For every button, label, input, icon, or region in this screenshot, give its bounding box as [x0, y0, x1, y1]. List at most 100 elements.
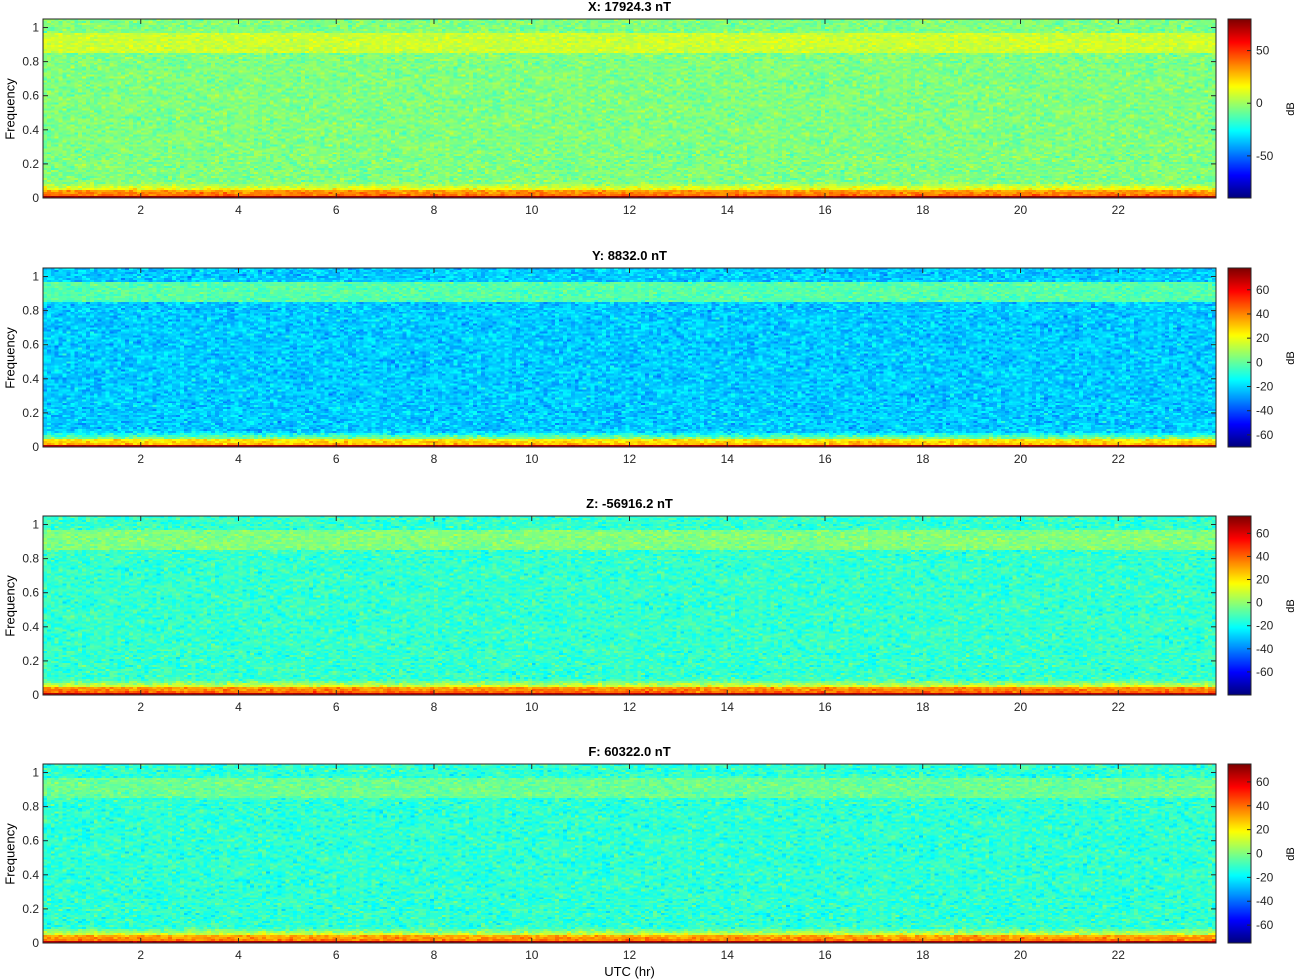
colorbar-tick-label: 60	[1256, 283, 1270, 297]
x-tick-label: 4	[235, 948, 242, 962]
colorbar-frame	[1227, 267, 1252, 448]
x-tick-label: 8	[431, 700, 438, 714]
y-tick-label: 0.4	[22, 868, 39, 882]
panel-title: X: 17924.3 nT	[587, 0, 672, 14]
x-tick-label: 16	[818, 700, 832, 714]
x-tick-label: 8	[431, 948, 438, 962]
x-tick-label: 10	[525, 700, 539, 714]
colorbar-tick-label: -60	[1256, 428, 1274, 442]
colorbar-tick-label: 50	[1256, 44, 1270, 58]
spectrogram-image	[43, 268, 1216, 447]
colorbar-tick-label: -40	[1256, 894, 1274, 908]
colorbar-tick-label: 0	[1256, 96, 1263, 110]
colorbar-tick-label: -40	[1256, 642, 1274, 656]
y-tick-label: 1	[32, 766, 39, 780]
colorbar-tick-label: 60	[1256, 526, 1270, 540]
x-tick-label: 22	[1112, 203, 1126, 217]
colorbar-tick-label: -20	[1256, 870, 1274, 884]
colorbar	[1228, 764, 1251, 943]
colorbar-tick-label: 40	[1256, 307, 1270, 321]
x-tick-label: 12	[623, 452, 637, 466]
y-tick-label: 0.2	[22, 902, 39, 916]
x-tick-label: 2	[137, 948, 144, 962]
x-tick-label: 12	[623, 203, 637, 217]
x-tick-label: 18	[916, 700, 930, 714]
spectrogram-panel-0: 2 4 6 8 10 12 14 16 18 20 22 0 0.2 0.4 0.6 0.8 1 -50 0 50	[22, 18, 1274, 217]
colorbar	[1228, 19, 1251, 198]
y-tick-label: 1	[32, 518, 39, 532]
x-tick-label: 16	[818, 948, 832, 962]
colorbar-tick-label: 0	[1256, 596, 1263, 610]
x-tick-label: 20	[1014, 452, 1028, 466]
colorbar-tick-label: -60	[1256, 665, 1274, 679]
colorbar-label: dB	[1285, 598, 1297, 613]
x-tick-label: 16	[818, 203, 832, 217]
colorbar-tick-label: -40	[1256, 404, 1274, 418]
colorbar	[1228, 268, 1251, 447]
colorbar-tick-label: 20	[1256, 573, 1270, 587]
x-tick-label: 14	[721, 203, 735, 217]
y-tick-label: 0.4	[22, 123, 39, 137]
spectrogram-panel-1: 2 4 6 8 10 12 14 16 18 20 22 0 0.2 0.4 0.6 0.8 1 -60 -40 -2…	[22, 267, 1274, 466]
x-tick-label: 4	[235, 700, 242, 714]
colorbar-label: dB	[1285, 101, 1297, 116]
y-tick-label: 0.6	[22, 338, 39, 352]
y-tick-label: 0.8	[22, 55, 39, 69]
y-tick-label: 0	[32, 936, 39, 950]
x-tick-label: 22	[1112, 452, 1126, 466]
x-tick-label: 8	[431, 452, 438, 466]
y-tick-label: 0.8	[22, 304, 39, 318]
colorbar-tick-label: 60	[1256, 775, 1270, 789]
y-axis-label: Frequency	[2, 326, 18, 389]
x-tick-label: 20	[1014, 203, 1028, 217]
colorbar-tick-label: 40	[1256, 549, 1270, 563]
x-tick-label: 18	[916, 452, 930, 466]
y-tick-label: 0.2	[22, 157, 39, 171]
x-tick-label: 10	[525, 203, 539, 217]
x-tick-label: 4	[235, 452, 242, 466]
colorbar-tick-label: 0	[1256, 355, 1263, 369]
panel-title: Z: -56916.2 nT	[586, 496, 673, 511]
spectrogram-panel-3: 2 4 6 8 10 12 14 16 18 20 22 0 0.2 0.4 0.6 0.8 1 -60 -40 -2…	[22, 763, 1274, 962]
colorbar-tick-label: -50	[1256, 149, 1274, 163]
y-tick-label: 1	[32, 21, 39, 35]
y-tick-label: 0.2	[22, 654, 39, 668]
y-tick-label: 0.6	[22, 89, 39, 103]
x-tick-label: 6	[333, 700, 340, 714]
x-tick-label: 10	[525, 948, 539, 962]
colorbar	[1228, 516, 1251, 695]
colorbar-tick-label: 40	[1256, 799, 1270, 813]
x-tick-label: 20	[1014, 948, 1028, 962]
x-tick-label: 14	[721, 452, 735, 466]
x-tick-label: 6	[333, 452, 340, 466]
y-tick-label: 0	[32, 688, 39, 702]
x-tick-label: 22	[1112, 948, 1126, 962]
spectrogram-image	[43, 764, 1216, 943]
colorbar-tick-label: -20	[1256, 380, 1274, 394]
x-tick-label: 6	[333, 948, 340, 962]
y-tick-label: 0.6	[22, 834, 39, 848]
colorbar-label: dB	[1285, 350, 1297, 365]
x-tick-label: 12	[623, 948, 637, 962]
x-tick-label: 22	[1112, 700, 1126, 714]
colorbar-tick-label: 20	[1256, 823, 1270, 837]
colorbar-tick-label: -20	[1256, 619, 1274, 633]
x-tick-label: 2	[137, 203, 144, 217]
colorbar-label: dB	[1285, 846, 1297, 861]
x-tick-label: 8	[431, 203, 438, 217]
y-axis-label: Frequency	[2, 77, 18, 140]
colorbar-frame	[1227, 18, 1252, 199]
colorbar-tick-label: 20	[1256, 331, 1270, 345]
spectrogram-image	[43, 19, 1216, 198]
y-axis-label: Frequency	[2, 822, 18, 885]
y-tick-label: 0.8	[22, 800, 39, 814]
x-tick-label: 18	[916, 203, 930, 217]
y-tick-label: 0.4	[22, 620, 39, 634]
x-tick-label: 18	[916, 948, 930, 962]
y-tick-label: 1	[32, 270, 39, 284]
x-tick-label: 14	[721, 948, 735, 962]
y-tick-label: 0	[32, 191, 39, 205]
x-tick-label: 4	[235, 203, 242, 217]
panel-title: Y: 8832.0 nT	[592, 248, 667, 263]
